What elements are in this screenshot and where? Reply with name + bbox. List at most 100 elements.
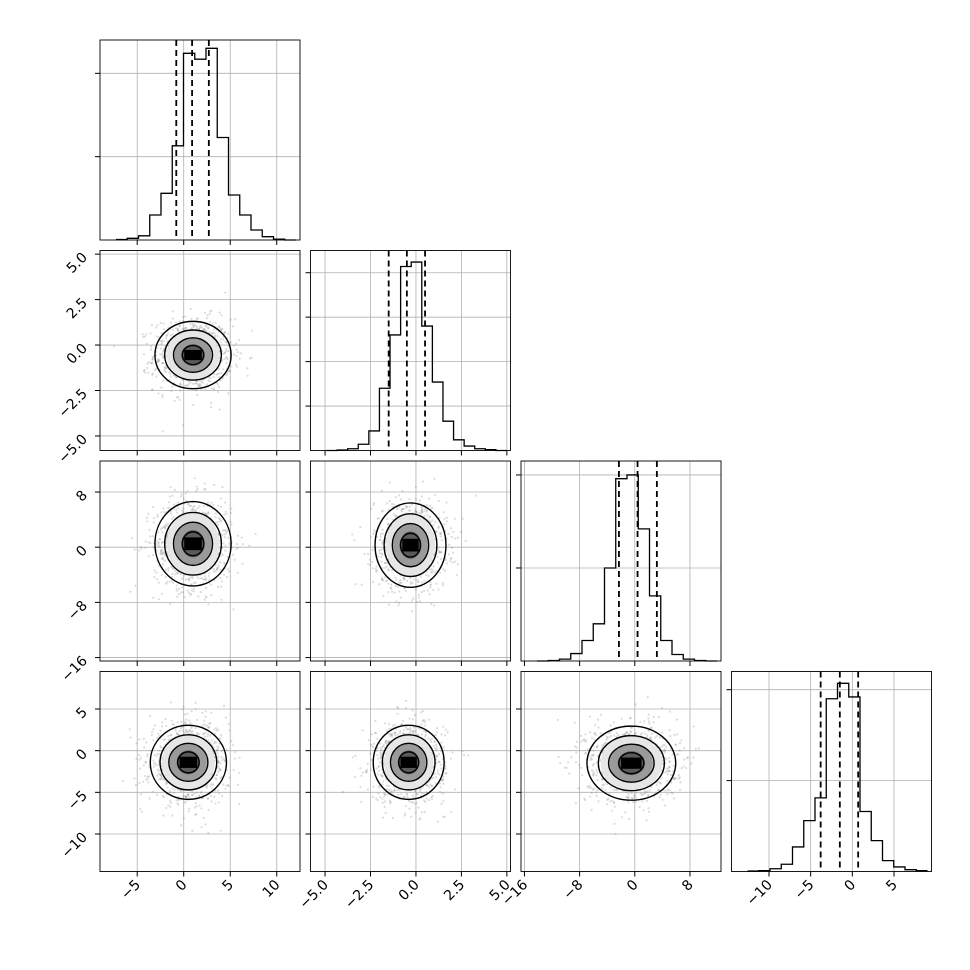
scatter-point <box>393 731 396 735</box>
scatter-point <box>384 580 387 583</box>
scatter-point <box>647 720 651 723</box>
scatter-point <box>440 733 443 736</box>
scatter-point <box>162 379 165 382</box>
scatter-point <box>451 751 454 754</box>
scatter-point <box>427 736 430 740</box>
scatter-point <box>380 576 384 579</box>
hist-panel-3: −10 −5 0 5 <box>726 671 932 909</box>
scatter-point <box>440 802 443 805</box>
scatter-point <box>403 729 406 732</box>
scatter-point <box>432 744 435 747</box>
scatter-point <box>445 520 448 523</box>
scatter-point <box>211 322 215 325</box>
scatter-point <box>602 744 605 747</box>
contour-1 <box>391 522 430 568</box>
scatter-point <box>404 812 407 815</box>
scatter-point <box>147 361 150 364</box>
scatter-point <box>208 380 211 383</box>
scatter-point <box>414 510 417 513</box>
tick-label-x: 0.0 <box>396 877 423 904</box>
scatter-point <box>396 706 399 709</box>
scatter-point <box>412 732 415 735</box>
scatter-point <box>226 530 229 533</box>
scatter-point <box>580 740 583 743</box>
scatter-point <box>406 579 409 582</box>
scatter-point <box>159 778 162 781</box>
scatter-point <box>152 545 155 549</box>
scatter-point <box>398 580 401 583</box>
scatter-point <box>159 538 162 541</box>
scatter-point <box>216 749 219 752</box>
scatter-point <box>601 783 604 787</box>
scatter-point <box>461 517 464 520</box>
scatter-point <box>218 792 221 795</box>
scatter-point <box>405 792 408 795</box>
scatter-point <box>157 541 160 544</box>
scatter-point <box>159 773 162 776</box>
scatter-point <box>152 765 156 768</box>
scatter-point <box>438 532 441 535</box>
scatter-point <box>443 815 447 818</box>
scatter-point <box>198 577 201 580</box>
scatter-point <box>425 510 428 513</box>
scatter-point <box>166 786 169 789</box>
scatter-point <box>424 800 427 803</box>
scatter-point <box>197 384 200 387</box>
tick-label-x: 10 <box>260 877 284 901</box>
scatter-point <box>113 345 116 348</box>
scatter-point <box>173 503 176 506</box>
scatter-point <box>368 558 371 561</box>
panel-frame <box>99 460 301 662</box>
scatter-point <box>222 338 225 341</box>
scatter-point <box>208 312 211 315</box>
scatter-point <box>195 795 198 799</box>
scatter-point <box>436 726 439 730</box>
scatter-point <box>216 789 219 792</box>
scatter-point <box>389 801 392 805</box>
scatter-point <box>188 807 191 810</box>
scatter-point <box>188 729 191 733</box>
scatter-point <box>160 541 163 545</box>
scatter-point <box>666 770 669 773</box>
scatter-point <box>149 542 152 545</box>
scatter-point <box>227 785 230 788</box>
scatter-point <box>450 557 453 560</box>
scatter-point <box>129 590 132 593</box>
scatter-point <box>210 387 214 390</box>
scatter-point <box>371 746 375 749</box>
scatter-point <box>669 735 672 738</box>
scatter-point <box>160 332 163 335</box>
scatter-point <box>428 516 431 519</box>
scatter-point <box>387 568 390 571</box>
scatter-point <box>409 729 412 732</box>
scatter-point <box>174 375 178 379</box>
scatter-point <box>204 731 207 735</box>
scatter-point <box>214 727 218 730</box>
scatter-point <box>425 791 428 794</box>
scatter-point <box>217 504 220 507</box>
scatter-point <box>224 787 227 791</box>
scatter-point <box>164 370 167 373</box>
scatter-point <box>210 800 213 803</box>
scatter-point <box>209 406 213 409</box>
scatter-point <box>207 326 210 330</box>
scatter-point <box>138 758 141 761</box>
scatter-point <box>230 365 233 368</box>
scatter-point <box>380 489 384 492</box>
scatter-point <box>194 509 198 512</box>
scatter-point <box>166 581 169 584</box>
scatter-point <box>406 728 409 731</box>
density-panel-3-1: −5.0 −2.5 0.0 2.5 5.0 <box>297 671 514 912</box>
scatter-point <box>169 486 172 489</box>
scatter-point <box>235 543 239 546</box>
scatter-point <box>455 574 458 577</box>
scatter-point <box>217 755 220 758</box>
scatter-point <box>416 793 420 796</box>
scatter-point <box>379 756 383 760</box>
scatter-point <box>363 553 366 556</box>
scatter-point <box>201 724 204 728</box>
scatter-point <box>176 721 179 724</box>
scatter-point <box>608 736 611 739</box>
scatter-point <box>435 569 438 573</box>
scatter-point <box>191 322 194 326</box>
